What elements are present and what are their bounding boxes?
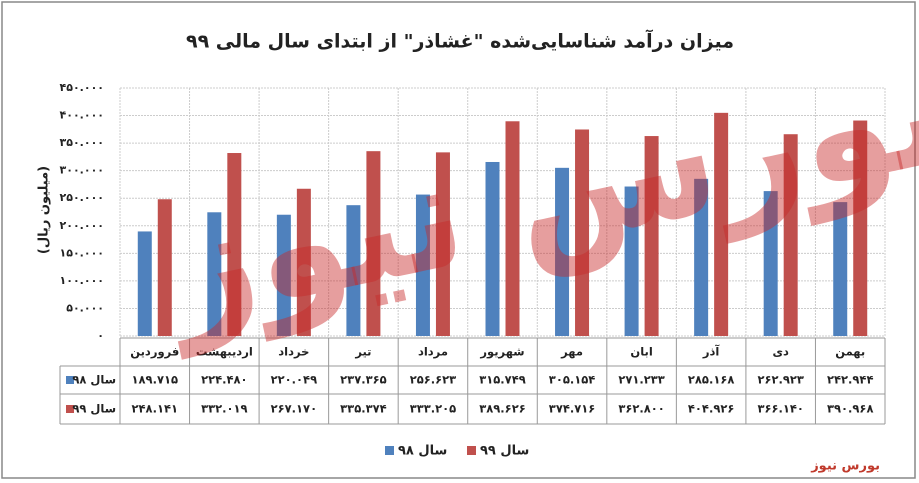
table-value: ۱۸۹.۷۱۵	[132, 373, 178, 387]
table-value: ۳۳۵.۳۷۴	[340, 402, 386, 416]
legend-label: سال ۹۹	[480, 444, 529, 459]
category-label: مهر	[560, 345, 583, 359]
table-value: ۳۱۵.۷۴۹	[479, 373, 525, 387]
table-value: ۳۸۹.۶۲۶	[479, 402, 525, 416]
bar	[783, 134, 798, 336]
category-label: فروردین	[130, 345, 179, 360]
bar	[555, 167, 570, 336]
table-value: ۲۴۸.۱۴۱	[132, 402, 178, 416]
table-series-name: سال ۹۸	[72, 373, 116, 387]
bar	[137, 231, 152, 336]
table-value: ۲۴۲.۹۴۴	[827, 373, 873, 387]
bar	[763, 191, 778, 336]
category-label: اردیبهشت	[196, 345, 253, 359]
category-label: دی	[772, 345, 789, 359]
bar	[714, 112, 729, 336]
y-tick-label: ۵۰.۰۰۰	[66, 301, 104, 314]
bar	[853, 120, 868, 336]
bar	[435, 152, 450, 336]
legend-label: سال ۹۸	[398, 444, 447, 459]
bar	[346, 205, 361, 336]
table-value: ۳۳۲.۰۱۹	[201, 402, 247, 416]
table-value: ۴۰۴.۹۲۶	[688, 402, 734, 416]
table-value: ۲۲۰.۰۴۹	[271, 373, 317, 387]
table-value: ۲۵۶.۶۲۳	[410, 373, 456, 387]
table-value: ۳۹۰.۹۶۸	[827, 402, 873, 416]
table-value: ۳۶۶.۱۴۰	[757, 402, 803, 416]
category-label: خرداد	[278, 345, 309, 359]
bar	[624, 186, 639, 336]
bar	[575, 129, 590, 336]
category-label: بهمن	[835, 345, 865, 359]
y-tick-label: ۲۵۰.۰۰۰	[60, 191, 104, 204]
table-value: ۲۶۷.۱۷۰	[271, 402, 317, 416]
bar	[276, 214, 291, 336]
bar	[296, 188, 311, 336]
bar	[415, 194, 430, 336]
y-tick-label: ۴۰۰.۰۰۰	[60, 109, 104, 122]
bar	[694, 178, 709, 336]
table-legend-key	[66, 405, 74, 413]
bar	[485, 161, 500, 336]
bar	[207, 212, 222, 336]
legend-key	[385, 446, 394, 455]
bar	[833, 202, 848, 336]
bar	[505, 121, 520, 336]
category-label: آذر	[702, 345, 721, 359]
legend-key	[467, 446, 476, 455]
table-value: ۳۷۴.۷۱۶	[549, 402, 595, 416]
y-tick-label: ۰	[97, 329, 104, 342]
bar	[644, 136, 659, 336]
table-value: ۲۳۷.۳۶۵	[340, 373, 386, 387]
source: بورس نیوز	[810, 459, 880, 474]
y-tick-label: ۱۵۰.۰۰۰	[60, 246, 104, 259]
y-tick-label: ۲۰۰.۰۰۰	[60, 219, 104, 232]
table-value: ۳۶۲.۸۰۰	[618, 402, 664, 416]
table-value: ۳۰۵.۱۵۴	[549, 373, 595, 387]
bar	[366, 151, 381, 336]
chart-title: میزان درآمد شناسایی‌شده "غشاذر" از ابتدا…	[186, 29, 734, 53]
category-label: تیر	[354, 345, 371, 359]
category-label: شهریور	[479, 345, 524, 360]
table-legend-key	[66, 376, 74, 384]
table-value: ۲۷۱.۲۳۳	[618, 373, 664, 387]
y-tick-label: ۴۵۰.۰۰۰	[60, 81, 104, 94]
y-tick-label: ۳۵۰.۰۰۰	[60, 136, 104, 149]
bar	[157, 199, 172, 336]
y-tick-label: ۱۰۰.۰۰۰	[60, 274, 104, 287]
table-value: ۲۲۴.۴۸۰	[201, 373, 247, 387]
table-value: ۲۶۲.۹۲۳	[757, 373, 803, 387]
table-series-name: سال ۹۹	[72, 402, 116, 416]
category-label: ابان	[630, 345, 652, 359]
category-label: مرداد	[418, 345, 448, 359]
table-value: ۳۳۳.۲۰۵	[410, 402, 456, 416]
table-value: ۲۸۵.۱۶۸	[688, 373, 734, 387]
y-tick-label: ۳۰۰.۰۰۰	[60, 164, 104, 177]
bar	[227, 153, 242, 336]
y-axis-label: (میلیون ریال)	[37, 166, 52, 254]
